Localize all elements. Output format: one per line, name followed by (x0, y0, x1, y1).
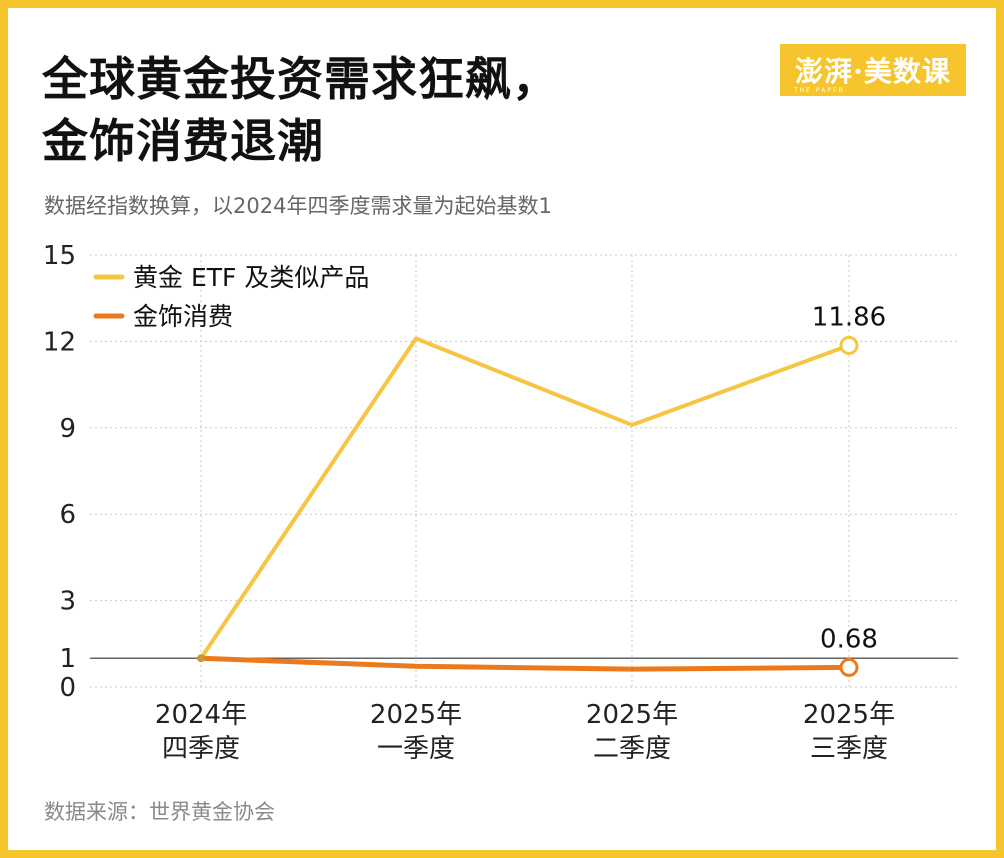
logo-text: 澎湃·美数课 (795, 55, 951, 88)
end-point-marker (839, 335, 859, 355)
x-tick-label: 2025年 (370, 700, 462, 730)
chart-title: 全球黄金投资需求狂飙， 金饰消费退潮 (42, 48, 559, 172)
y-tick-label: 15 (43, 241, 76, 271)
x-tick-label: 四季度 (162, 734, 240, 764)
marker-layer (197, 335, 859, 677)
brand-logo: 澎湃·美数课 THE PAPER (780, 44, 966, 96)
y-tick-label: 1 (59, 644, 76, 674)
data-label: 11.86 (812, 302, 886, 332)
data-source: 数据来源：世界黄金协会 (44, 800, 275, 824)
end-point-marker (839, 657, 859, 677)
x-tick-label: 2024年 (155, 700, 247, 730)
legend-label: 黄金 ETF 及类似产品 (133, 263, 369, 292)
title-line-2: 金饰消费退潮 (42, 114, 324, 168)
y-tick-label: 9 (59, 414, 76, 444)
title-line-1: 全球黄金投资需求狂飙， (42, 52, 559, 106)
x-tick-label: 二季度 (593, 734, 671, 764)
legend-label: 金饰消费 (133, 302, 233, 331)
y-tick-label: 6 (59, 500, 76, 530)
data-label-layer: 11.86 0.68 (812, 302, 886, 654)
y-tick-label: 12 (43, 327, 76, 357)
x-tick-label: 2025年 (803, 700, 895, 730)
y-tick-label: 0 (59, 673, 76, 703)
x-tick-label: 三季度 (810, 734, 888, 764)
x-tick-label: 2025年 (586, 700, 678, 730)
y-axis-ticks: 01 3 6 9 12 15 (43, 241, 76, 703)
y-tick-label: 3 (59, 587, 76, 617)
data-label: 0.68 (820, 624, 878, 654)
chart-subtitle: 数据经指数换算，以2024年四季度需求量为起始基数1 (44, 194, 552, 218)
chart-card: 全球黄金投资需求狂飙， 金饰消费退潮 数据经指数换算，以2024年四季度需求量为… (8, 8, 996, 850)
series-line-jewelry (198, 655, 852, 672)
series-line-etf (199, 336, 851, 661)
logo-subtext: THE PAPER (794, 87, 845, 94)
start-point-marker (197, 654, 205, 663)
x-tick-label: 一季度 (377, 734, 455, 764)
series-layer (198, 336, 852, 672)
